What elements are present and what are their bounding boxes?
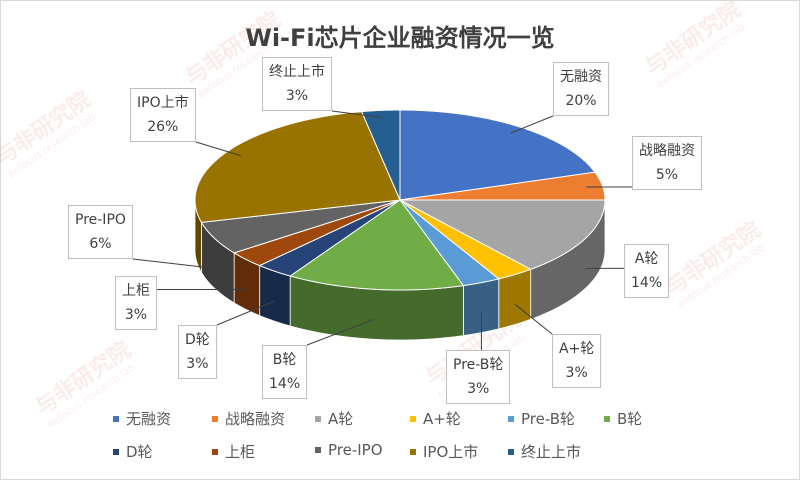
slice-4 <box>399 199 500 287</box>
legend-item: 战略融资 <box>212 408 285 429</box>
data-label-value: 20% <box>565 93 597 109</box>
data-label: A+轮 3% <box>552 334 602 388</box>
legend-swatch <box>315 415 321 422</box>
data-label-value: 3% <box>124 307 148 323</box>
legend-swatch <box>410 415 416 422</box>
leader-line <box>514 304 553 335</box>
data-label-category: IPO上市 <box>137 95 189 111</box>
slice-side-3 <box>498 268 532 330</box>
data-label-category: 终止上市 <box>269 64 325 80</box>
data-label-value: 14% <box>631 275 663 291</box>
data-label: 终止上市 3% <box>262 57 332 111</box>
data-label: A轮 14% <box>624 244 670 298</box>
data-label-category: A轮 <box>634 251 659 267</box>
slice-0 <box>399 109 596 201</box>
leader-line <box>510 115 554 134</box>
data-label-category: Pre-IPO <box>75 212 126 228</box>
legend-label: A+轮 <box>423 410 461 428</box>
legend-item: D轮 <box>113 441 153 462</box>
data-label-value: 3% <box>285 88 309 104</box>
legend-label: A轮 <box>328 410 354 428</box>
data-label-category: Pre-B轮 <box>453 357 504 373</box>
data-label-value: 14% <box>269 376 301 392</box>
legend-label: 无融资 <box>126 410 172 428</box>
data-label: 无融资 20% <box>553 62 609 116</box>
legend-swatch <box>410 448 416 455</box>
data-label-value: 26% <box>147 119 179 135</box>
data-label-value: 6% <box>89 236 112 252</box>
legend-label: Pre-IPO <box>328 441 383 459</box>
legend-item: Pre-IPO <box>315 441 383 459</box>
legend-label: Pre-B轮 <box>521 410 576 428</box>
legend-swatch <box>212 415 218 422</box>
data-label: 上柜 3% <box>115 276 157 330</box>
data-label: Pre-IPO 6% <box>68 205 133 259</box>
legend-label: B轮 <box>617 410 643 428</box>
legend-swatch <box>508 448 514 455</box>
legend-swatch <box>604 415 610 422</box>
legend-item: A+轮 <box>410 408 461 429</box>
leader-line <box>306 318 375 346</box>
leader-line <box>216 300 275 326</box>
data-label-value: 3% <box>186 356 209 372</box>
legend-item: B轮 <box>604 408 642 429</box>
leader-line <box>331 110 383 119</box>
data-label-value: 3% <box>565 365 588 381</box>
data-label-category: 上柜 <box>122 283 150 299</box>
slice-7 <box>232 199 401 267</box>
chart-title: Wi-Fi芯片企业融资情况一览 <box>245 24 555 52</box>
data-label-value: 3% <box>467 381 490 397</box>
legend-swatch <box>212 448 218 455</box>
legend-label: 战略融资 <box>225 410 286 428</box>
leader-line <box>132 258 215 269</box>
data-label-value: 5% <box>655 167 679 183</box>
data-label: B轮 14% <box>262 345 308 399</box>
slice-10 <box>360 109 401 201</box>
slice-1 <box>399 171 606 201</box>
data-label: Pre-B轮 3% <box>446 350 511 404</box>
legend-item: 上柜 <box>212 441 255 462</box>
slice-6 <box>258 199 401 277</box>
slice-2 <box>399 199 606 270</box>
legend-swatch <box>508 415 514 422</box>
legend-item: IPO上市 <box>410 441 478 462</box>
data-label: D轮 3% <box>178 325 217 379</box>
data-label: IPO上市 26% <box>130 88 196 142</box>
slice-3 <box>399 199 532 280</box>
data-label: 战略融资 5% <box>632 136 702 190</box>
legend-swatch <box>113 415 119 422</box>
leader-line <box>195 141 241 157</box>
legend-label: 终止上市 <box>521 443 582 461</box>
legend-swatch <box>315 447 321 453</box>
slice-5 <box>288 199 465 291</box>
legend-item: Pre-B轮 <box>508 408 575 429</box>
legend-item: A轮 <box>315 408 353 429</box>
legend-label: D轮 <box>126 443 153 461</box>
data-label-category: 战略融资 <box>639 143 695 159</box>
legend-label: 上柜 <box>225 443 256 461</box>
data-label-category: B轮 <box>272 352 297 368</box>
legend-item: 终止上市 <box>508 441 581 462</box>
slice-8 <box>200 199 401 254</box>
data-label-category: A+轮 <box>559 341 595 357</box>
data-label-category: 无融资 <box>560 69 602 85</box>
data-label-category: D轮 <box>185 332 210 348</box>
legend-label: IPO上市 <box>423 443 479 461</box>
legend-swatch <box>113 448 119 455</box>
legend-item: 无融资 <box>113 408 171 429</box>
